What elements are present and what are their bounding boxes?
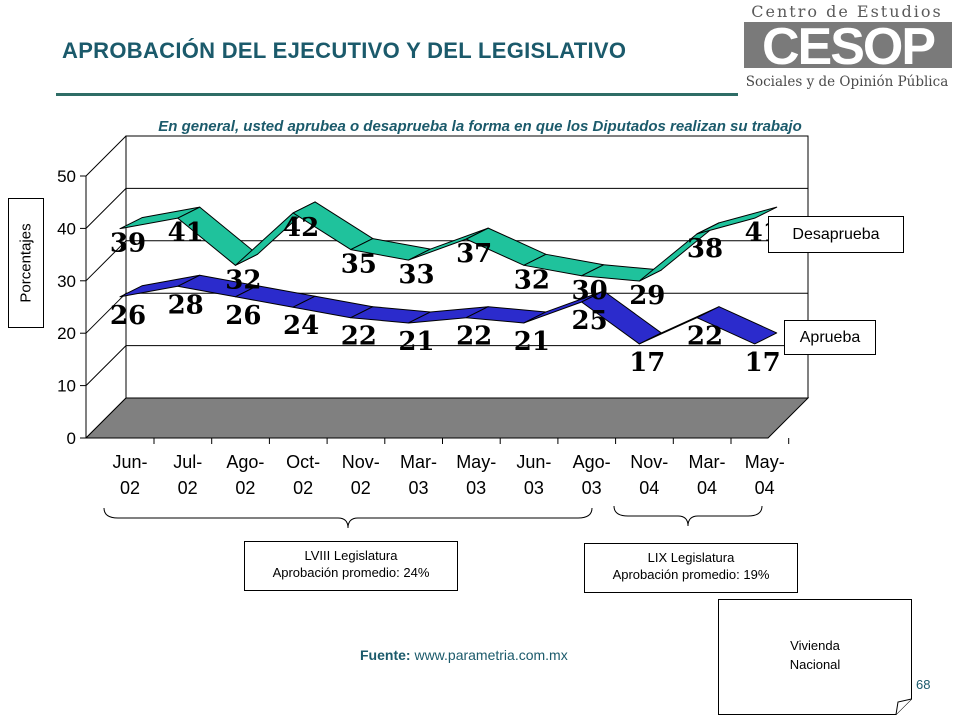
x-tick-label: 03 bbox=[582, 478, 602, 498]
x-tick-label: May- bbox=[745, 452, 785, 472]
y-tick-label: 20 bbox=[57, 324, 76, 343]
svg-text:Sociales y de Opinión Pública: Sociales y de Opinión Pública bbox=[746, 74, 949, 90]
legislatura-lviii-box: LVIII Legislatura Aprobación promedio: 2… bbox=[244, 541, 458, 591]
svg-text:CESOP: CESOP bbox=[762, 18, 934, 76]
x-tick-label: Oct- bbox=[286, 452, 320, 472]
aprueba-data-label: 26 bbox=[110, 301, 146, 331]
gridline-side bbox=[85, 345, 127, 386]
aprueba-series bbox=[119, 274, 778, 345]
y-tick-label: 40 bbox=[57, 219, 76, 238]
source-label: Fuente: bbox=[360, 647, 411, 663]
cesop-logo: Centro de Estudios CESOP Sociales y de O… bbox=[738, 0, 956, 96]
x-tick-label: 03 bbox=[408, 478, 428, 498]
desaprueba-data-label: 37 bbox=[456, 239, 492, 269]
legend-desaprueba-label: Desaprueba bbox=[792, 225, 880, 243]
x-tick-label: 04 bbox=[755, 478, 775, 498]
x-tick-label: 03 bbox=[524, 478, 544, 498]
legend-aprueba: Aprueba bbox=[784, 320, 876, 355]
x-tick-label: Ago- bbox=[226, 452, 264, 472]
legislatura-lviii-name: LVIII Legislatura bbox=[304, 548, 398, 563]
y-tick-label: 10 bbox=[57, 377, 76, 396]
aprueba-data-label: 25 bbox=[572, 306, 608, 336]
page-title: APROBACIÓN DEL EJECUTIVO Y DEL LEGISLATI… bbox=[62, 38, 627, 63]
desaprueba-data-label: 38 bbox=[687, 234, 723, 264]
x-tick-label: Ago- bbox=[573, 452, 611, 472]
svg-text:Centro de Estudios: Centro de Estudios bbox=[751, 2, 942, 21]
note-line-2: Nacional bbox=[789, 657, 841, 672]
gridline-side bbox=[85, 292, 127, 334]
desaprueba-data-label: 30 bbox=[572, 276, 608, 306]
x-tick-label: Mar- bbox=[400, 452, 437, 472]
note-text: Vivienda Nacional bbox=[718, 636, 912, 674]
desaprueba-data-label: 32 bbox=[225, 265, 261, 295]
y-tick-label: 50 bbox=[57, 167, 76, 186]
desaprueba-segment bbox=[696, 206, 778, 235]
legislatura-lviii-detail: Aprobación promedio: 24% bbox=[272, 565, 430, 580]
x-tick-label: May- bbox=[456, 452, 496, 472]
x-tick-label: Nov- bbox=[630, 452, 668, 472]
x-tick-label: Nov- bbox=[342, 452, 380, 472]
brace-lix bbox=[613, 505, 763, 527]
legislatura-lix-name: LIX Legislatura bbox=[647, 550, 735, 565]
aprueba-data-label: 17 bbox=[745, 348, 781, 378]
x-tick-label: 02 bbox=[235, 478, 255, 498]
aprueba-data-label: 24 bbox=[283, 311, 319, 341]
aprueba-segment bbox=[696, 306, 778, 345]
desaprueba-data-label: 39 bbox=[110, 229, 146, 259]
y-tick-label: 0 bbox=[67, 429, 76, 448]
x-tick-label: Jun- bbox=[516, 452, 551, 472]
desaprueba-data-label: 29 bbox=[629, 281, 665, 311]
aprueba-data-label: 26 bbox=[225, 301, 261, 331]
desaprueba-data-label: 41 bbox=[168, 218, 204, 248]
legislatura-lix-detail: Aprobación promedio: 19% bbox=[612, 567, 770, 582]
aprueba-data-label: 22 bbox=[456, 322, 492, 352]
chart-question: En general, usted aprubea o desaprueba l… bbox=[158, 118, 802, 135]
chart-floor bbox=[84, 397, 810, 439]
aprueba-data-label: 28 bbox=[168, 290, 204, 320]
y-axis-title: Porcentajes bbox=[8, 198, 44, 328]
chart-back-wall bbox=[125, 135, 809, 399]
x-tick-label: 04 bbox=[697, 478, 717, 498]
note-line-1: Vivienda bbox=[790, 638, 840, 653]
desaprueba-data-label: 42 bbox=[283, 213, 319, 243]
x-tick-label: 02 bbox=[120, 478, 140, 498]
aprueba-data-label: 22 bbox=[687, 322, 723, 352]
source-url[interactable]: www.parametria.com.mx bbox=[414, 647, 568, 663]
x-tick-label: Jun- bbox=[112, 452, 147, 472]
x-tick-label: 03 bbox=[466, 478, 486, 498]
x-tick-label: 04 bbox=[639, 478, 659, 498]
desaprueba-series bbox=[119, 201, 778, 282]
x-tick-label: 02 bbox=[293, 478, 313, 498]
desaprueba-data-label: 33 bbox=[398, 260, 434, 290]
legislatura-lix-box: LIX Legislatura Aprobación promedio: 19% bbox=[584, 543, 798, 593]
aprueba-data-label: 21 bbox=[398, 327, 434, 357]
legend-desaprueba: Desaprueba bbox=[768, 216, 904, 253]
gridline-side bbox=[85, 135, 127, 177]
y-tick-label: 30 bbox=[57, 272, 76, 291]
aprueba-data-label: 17 bbox=[629, 348, 665, 378]
x-tick-label: Mar- bbox=[689, 452, 726, 472]
x-tick-label: Jul- bbox=[173, 452, 202, 472]
desaprueba-data-label: 35 bbox=[341, 250, 377, 280]
x-tick-label: 02 bbox=[351, 478, 371, 498]
gridline-side bbox=[85, 240, 127, 282]
aprueba-data-label: 21 bbox=[514, 327, 550, 357]
aprueba-data-label: 22 bbox=[341, 322, 377, 352]
page-number: 68 bbox=[916, 677, 931, 692]
legend-aprueba-label: Aprueba bbox=[799, 328, 861, 346]
brace-lviii bbox=[103, 507, 593, 529]
note-page-shape bbox=[718, 599, 912, 715]
desaprueba-data-label: 32 bbox=[514, 265, 550, 295]
gridline-side bbox=[85, 188, 127, 229]
source-line: Fuente: www.parametria.com.mx bbox=[360, 647, 568, 663]
x-tick-label: 02 bbox=[178, 478, 198, 498]
title-divider bbox=[56, 93, 848, 96]
